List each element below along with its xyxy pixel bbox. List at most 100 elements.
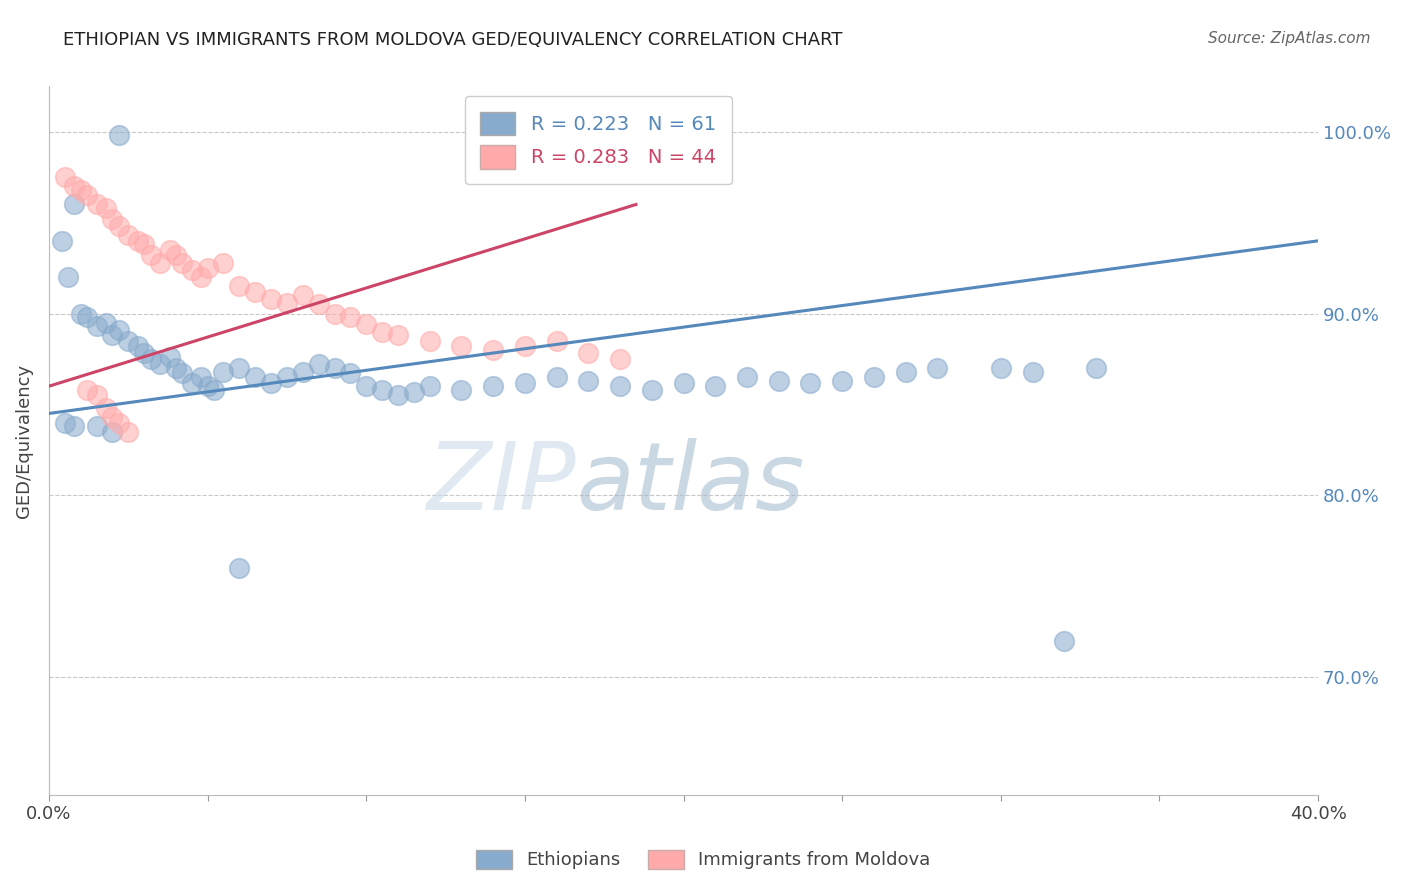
Point — [546, 334, 568, 348]
Point — [76, 188, 98, 202]
Point — [76, 383, 98, 397]
Point — [799, 376, 821, 390]
Point — [69, 183, 91, 197]
Point — [356, 318, 378, 332]
Point — [94, 316, 117, 330]
Point — [260, 292, 283, 306]
Point — [245, 370, 267, 384]
Point — [576, 346, 599, 360]
Point — [86, 388, 108, 402]
Point — [371, 325, 394, 339]
Point — [127, 339, 149, 353]
Point — [134, 237, 156, 252]
Point — [291, 288, 314, 302]
Point — [86, 197, 108, 211]
Point — [197, 379, 219, 393]
Point — [339, 367, 361, 381]
Point — [63, 179, 86, 194]
Point — [101, 425, 124, 439]
Point — [402, 384, 425, 399]
Point — [76, 310, 98, 325]
Point — [63, 419, 86, 434]
Point — [450, 383, 472, 397]
Point — [159, 350, 181, 364]
Y-axis label: GED/Equivalency: GED/Equivalency — [15, 364, 32, 517]
Point — [704, 379, 727, 393]
Point — [609, 351, 631, 366]
Point — [245, 285, 267, 299]
Point — [159, 243, 181, 257]
Point — [149, 255, 172, 269]
Point — [323, 361, 346, 376]
Point — [276, 295, 298, 310]
Point — [172, 367, 194, 381]
Point — [134, 346, 156, 360]
Text: ZIP: ZIP — [426, 438, 575, 529]
Point — [51, 234, 73, 248]
Point — [419, 334, 441, 348]
Point — [768, 374, 790, 388]
Point — [387, 388, 409, 402]
Point — [165, 248, 187, 262]
Point — [180, 263, 202, 277]
Point — [609, 379, 631, 393]
Point — [190, 370, 212, 384]
Point — [482, 379, 505, 393]
Point — [831, 374, 853, 388]
Point — [228, 361, 250, 376]
Point — [197, 261, 219, 276]
Point — [139, 248, 162, 262]
Point — [1053, 633, 1076, 648]
Point — [323, 306, 346, 320]
Text: Source: ZipAtlas.com: Source: ZipAtlas.com — [1208, 31, 1371, 46]
Point — [260, 376, 283, 390]
Point — [139, 351, 162, 366]
Point — [228, 561, 250, 575]
Point — [107, 219, 129, 234]
Point — [672, 376, 695, 390]
Point — [63, 197, 86, 211]
Point — [513, 376, 536, 390]
Point — [94, 201, 117, 215]
Point — [117, 425, 139, 439]
Text: ETHIOPIAN VS IMMIGRANTS FROM MOLDOVA GED/EQUIVALENCY CORRELATION CHART: ETHIOPIAN VS IMMIGRANTS FROM MOLDOVA GED… — [63, 31, 842, 49]
Point — [894, 365, 917, 379]
Point — [172, 255, 194, 269]
Point — [53, 170, 76, 185]
Point — [101, 212, 124, 227]
Point — [356, 379, 378, 393]
Point — [990, 361, 1012, 376]
Point — [127, 234, 149, 248]
Point — [513, 339, 536, 353]
Point — [117, 334, 139, 348]
Point — [107, 323, 129, 337]
Point — [419, 379, 441, 393]
Point — [180, 376, 202, 390]
Point — [202, 383, 225, 397]
Point — [546, 370, 568, 384]
Point — [735, 370, 758, 384]
Point — [482, 343, 505, 357]
Point — [339, 310, 361, 325]
Point — [228, 279, 250, 293]
Point — [1085, 361, 1108, 376]
Point — [149, 358, 172, 372]
Point — [387, 328, 409, 343]
Point — [212, 255, 235, 269]
Point — [212, 365, 235, 379]
Point — [1021, 365, 1043, 379]
Point — [86, 319, 108, 334]
Point — [276, 370, 298, 384]
Point — [117, 228, 139, 243]
Legend: R = 0.223   N = 61, R = 0.283   N = 44: R = 0.223 N = 61, R = 0.283 N = 44 — [465, 96, 731, 185]
Point — [190, 270, 212, 285]
Point — [863, 370, 886, 384]
Point — [53, 416, 76, 430]
Point — [101, 410, 124, 425]
Point — [107, 416, 129, 430]
Legend: Ethiopians, Immigrants from Moldova: Ethiopians, Immigrants from Moldova — [467, 841, 939, 879]
Point — [927, 361, 949, 376]
Point — [576, 374, 599, 388]
Point — [56, 270, 79, 285]
Point — [450, 339, 472, 353]
